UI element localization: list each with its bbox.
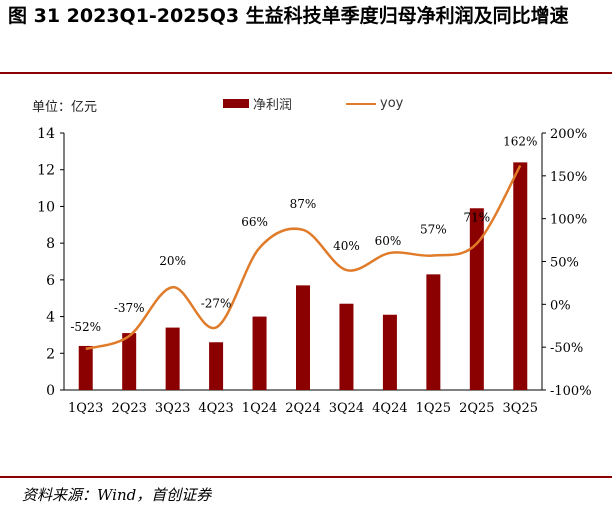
y-right-tick-label: 100%	[550, 213, 587, 228]
x-tick-label: 2Q25	[459, 401, 494, 416]
bar-4Q24	[382, 314, 397, 390]
bar-2Q23	[122, 333, 137, 390]
y-left-tick-label: 0	[46, 383, 55, 399]
yoy-label-3Q24: 40%	[333, 239, 360, 253]
title-rule	[0, 72, 612, 74]
legend-line-label: yoy	[380, 96, 404, 111]
yoy-label-4Q24: 60%	[375, 234, 402, 248]
bar-1Q23	[78, 345, 93, 390]
bar-4Q23	[209, 342, 224, 390]
yoy-label-2Q24: 87%	[290, 197, 317, 211]
y-left-tick-label: 12	[37, 163, 55, 179]
bar-1Q24	[252, 316, 267, 390]
y-left-tick-label: 2	[46, 346, 55, 362]
x-tick-label: 3Q24	[329, 401, 364, 416]
legend-item-bar: 净利润	[223, 94, 292, 113]
yoy-label-3Q23: 20%	[159, 254, 186, 268]
y-right-tick-label: -50%	[550, 341, 583, 356]
bar-3Q25	[513, 162, 528, 390]
y-left-tick-label: 6	[46, 273, 55, 289]
x-tick-label: 2Q23	[111, 401, 146, 416]
source-rule	[0, 476, 612, 478]
yoy-label-1Q24: 66%	[241, 215, 268, 229]
yoy-label-2Q23: -37%	[114, 301, 145, 315]
y-right-tick-label: 200%	[550, 127, 587, 142]
legend: 净利润 yoy	[223, 94, 457, 113]
yoy-label-1Q25: 57%	[420, 223, 447, 237]
bar-1Q25	[426, 274, 441, 390]
y-left-tick-label: 10	[37, 199, 55, 215]
legend-line-swatch	[346, 102, 377, 105]
unit-label: 单位：亿元	[32, 100, 98, 115]
x-tick-label: 3Q23	[155, 401, 190, 416]
source-note: 资料来源：Wind，首创证券	[22, 486, 212, 504]
legend-bar-swatch	[223, 99, 249, 108]
bar-3Q24	[339, 303, 354, 390]
x-tick-label: 3Q25	[503, 401, 538, 416]
y-right-tick-label: 50%	[550, 256, 579, 271]
y-left-tick-label: 4	[46, 310, 55, 326]
y-left-tick-label: 14	[37, 126, 55, 142]
yoy-label-3Q25: 162%	[503, 135, 537, 149]
bar-2Q25	[469, 208, 484, 390]
y-right-tick-label: -100%	[550, 384, 592, 399]
combo-chart: 0 2 4 6 8 10 12 14 -100% -50% 0% 50% 100% 150% 200% 1Q2…	[37, 126, 592, 416]
x-tick-label: 1Q24	[242, 401, 277, 416]
x-tick-label: 1Q23	[68, 401, 103, 416]
bar-3Q23	[165, 327, 180, 390]
x-tick-label: 4Q23	[198, 401, 233, 416]
x-tick-label: 1Q25	[416, 401, 451, 416]
figure-title: 图 31 2023Q1-2025Q3 生益科技单季度归母净利润及同比增速	[8, 5, 569, 27]
yoy-label-4Q23: -27%	[201, 296, 232, 310]
yoy-line	[85, 164, 522, 351]
yoy-label-1Q23: -52%	[70, 320, 101, 334]
y-right-tick-label: 150%	[550, 170, 587, 185]
x-tick-label: 4Q24	[372, 401, 407, 416]
legend-bar-label: 净利润	[253, 98, 293, 113]
yoy-label-2Q25: 71%	[463, 211, 490, 225]
y-left-tick-label: 8	[46, 236, 55, 252]
bar-2Q24	[296, 285, 310, 390]
x-tick-label: 2Q24	[285, 401, 320, 416]
legend-item-line: yoy	[346, 96, 403, 111]
y-right-tick-label: 0%	[550, 298, 571, 313]
